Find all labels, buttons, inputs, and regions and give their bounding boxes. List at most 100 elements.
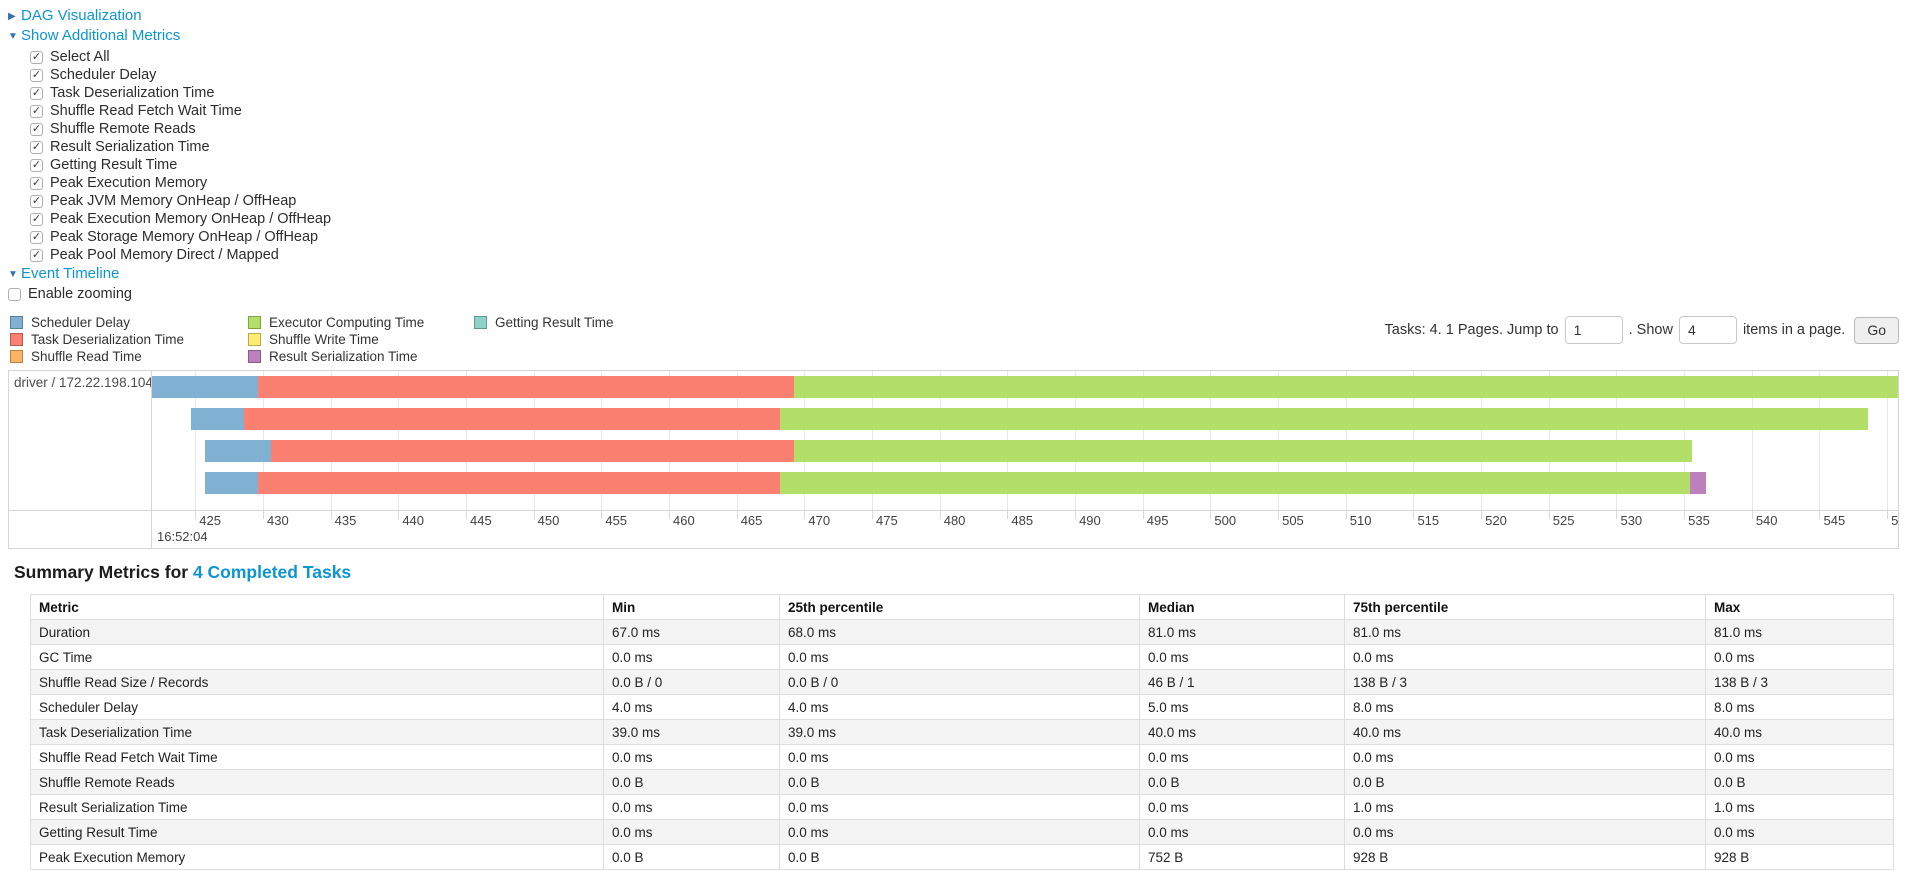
metric-name-cell: Duration [30, 619, 604, 645]
metric-checkbox[interactable]: ✓ [30, 212, 43, 226]
metric-checkbox-row: ✓ Peak Execution Memory [30, 174, 1899, 192]
metric-checkbox-row: ✓ Shuffle Remote Reads [30, 120, 1899, 138]
timeline-tickmark [1210, 511, 1212, 519]
metric-value-cell: 138 B / 3 [1344, 669, 1706, 695]
jump-to-page-input[interactable] [1564, 316, 1623, 344]
metric-value-cell: 81.0 ms [1344, 619, 1706, 645]
metric-checkbox[interactable]: ✓ [30, 122, 43, 136]
event-timeline-link[interactable]: Event Timeline [21, 265, 120, 282]
metric-value-cell: 40.0 ms [1705, 719, 1894, 745]
metric-checkbox-row: ✓ Shuffle Read Fetch Wait Time [30, 102, 1899, 120]
legend-item-label: Shuffle Write Time [269, 332, 379, 347]
event-timeline-toggle[interactable]: ▼ Event Timeline [8, 264, 1899, 284]
timeline-tick-label: 435 [334, 513, 357, 528]
metric-value-cell: 0.0 ms [1705, 819, 1894, 845]
timeline-gridline [1887, 371, 1889, 510]
timeline-tick-label: 445 [470, 513, 492, 528]
metric-checkbox[interactable]: ✓ [30, 68, 43, 82]
go-button[interactable]: Go [1854, 316, 1899, 344]
timeline-tick-label: 485 [1011, 513, 1034, 528]
metric-checkbox[interactable]: ✓ [30, 50, 43, 64]
task-bar-segment-result-serialization[interactable] [1689, 472, 1706, 494]
metric-value-cell: 928 B [1344, 844, 1706, 870]
timeline-tickmark [330, 511, 332, 519]
metric-checkbox-row: ✓ Task Deserialization Time [30, 84, 1899, 102]
legend-column: Scheduler Delay Task Deserialization Time… [10, 314, 248, 366]
metric-checkbox-label: Peak Execution Memory OnHeap / OffHeap [50, 211, 332, 227]
metric-value-cell: 0.0 B [603, 769, 780, 795]
metric-checkbox-label: Peak Storage Memory OnHeap / OffHeap [50, 229, 319, 245]
metric-checkbox[interactable]: ✓ [30, 230, 43, 244]
task-bar-segment-scheduler-delay[interactable] [152, 376, 258, 398]
metric-checkbox[interactable]: ✓ [30, 194, 43, 208]
metric-value-cell: 752 B [1139, 844, 1345, 870]
timeline-tickmark [1819, 511, 1821, 519]
show-additional-metrics-toggle[interactable]: ▼ Show Additional Metrics [8, 26, 1899, 46]
legend-item: Shuffle Read Time [10, 348, 248, 365]
timeline-tick-label: 505 [1282, 513, 1304, 528]
timeline-tickmark [669, 511, 671, 519]
timeline-tick-label: 520 [1485, 513, 1507, 528]
metric-value-cell: 1.0 ms [1344, 794, 1706, 820]
timeline-tickmark [804, 511, 806, 519]
completed-tasks-link[interactable]: 4 Completed Tasks [192, 562, 352, 582]
summary-metrics-title: Summary Metrics for 4 Completed Tasks [14, 562, 1899, 583]
legend-swatch-icon [10, 350, 23, 363]
metric-value-cell: 138 B / 3 [1705, 669, 1894, 695]
metric-value-cell: 0.0 B [1344, 769, 1706, 795]
legend-item: Task Deserialization Time [10, 331, 248, 348]
task-bar-segment-task-deserialization[interactable] [271, 440, 794, 462]
metric-value-cell: 39.0 ms [603, 719, 780, 745]
task-bar-segment-task-deserialization[interactable] [257, 472, 780, 494]
items-per-page-input[interactable] [1678, 316, 1737, 344]
metric-checkbox-row: ✓ Peak Execution Memory OnHeap / OffHeap [30, 210, 1899, 228]
metric-value-cell: 68.0 ms [779, 619, 1140, 645]
task-bar-segment-scheduler-delay[interactable] [204, 472, 258, 494]
timeline-tick-label: 475 [876, 513, 898, 528]
legend-column: Getting Result Time [474, 314, 614, 366]
enable-zooming-row: Enable zooming [8, 285, 1899, 304]
legend-swatch-icon [248, 333, 261, 346]
task-bar-segment-task-deserialization[interactable] [244, 408, 780, 430]
task-bar-segment-executor-computing[interactable] [793, 376, 1898, 398]
timeline-tick-label: 465 [740, 513, 763, 528]
timeline-tick-label: 430 [266, 513, 289, 528]
timeline-tickmark [533, 511, 535, 519]
show-additional-metrics-link[interactable]: Show Additional Metrics [21, 27, 181, 44]
task-bar-segment-executor-computing[interactable] [793, 440, 1693, 462]
metric-checkbox-label: Peak JVM Memory OnHeap / OffHeap [50, 193, 297, 209]
dag-visualization-link[interactable]: DAG Visualization [21, 7, 142, 24]
metric-value-cell: 40.0 ms [1344, 719, 1706, 745]
metric-checkbox[interactable]: ✓ [30, 140, 43, 154]
table-header-cell: Min [603, 594, 780, 620]
task-bar-segment-scheduler-delay[interactable] [204, 440, 272, 462]
metric-checkbox[interactable]: ✓ [30, 86, 43, 100]
task-bar-segment-scheduler-delay[interactable] [191, 408, 245, 430]
table-row: Shuffle Remote Reads 0.0 B 0.0 B 0.0 B 0.0 B… [30, 769, 1894, 795]
metric-checkbox[interactable]: ✓ [30, 158, 43, 172]
timeline-tick-label: 535 [1688, 513, 1710, 528]
metric-value-cell: 1.0 ms [1705, 794, 1894, 820]
legend-column: Executor Computing Time Shuffle Write Tim… [248, 314, 474, 366]
timeline-plot-area[interactable] [152, 371, 1898, 510]
dag-visualization-toggle[interactable]: ▶ DAG Visualization [8, 6, 1899, 26]
timeline-tick-label: 525 [1552, 513, 1575, 528]
metric-checkbox-label: Peak Execution Memory [50, 175, 208, 191]
legend-item-label: Executor Computing Time [269, 315, 425, 330]
metric-value-cell: 0.0 ms [1139, 744, 1345, 770]
metric-value-cell: 0.0 ms [603, 644, 780, 670]
metric-checkbox[interactable]: ✓ [30, 248, 43, 262]
timeline-tick-label: 455 [605, 513, 628, 528]
timeline-tickmark [1481, 511, 1483, 519]
enable-zooming-checkbox[interactable] [8, 288, 21, 301]
timeline-tickmark [1278, 511, 1280, 519]
metric-checkbox[interactable]: ✓ [30, 176, 43, 190]
task-bar-segment-executor-computing[interactable] [780, 408, 1869, 430]
timeline-tick-label: 530 [1620, 513, 1643, 528]
timeline-tick-label: 510 [1349, 513, 1372, 528]
task-bar-segment-executor-computing[interactable] [780, 472, 1690, 494]
table-row: Result Serialization Time 0.0 ms 0.0 ms 0.0… [30, 794, 1894, 820]
table-row: Shuffle Read Fetch Wait Time 0.0 ms 0.0 ms… [30, 744, 1894, 770]
metric-checkbox[interactable]: ✓ [30, 104, 43, 118]
task-bar-segment-task-deserialization[interactable] [257, 376, 794, 398]
